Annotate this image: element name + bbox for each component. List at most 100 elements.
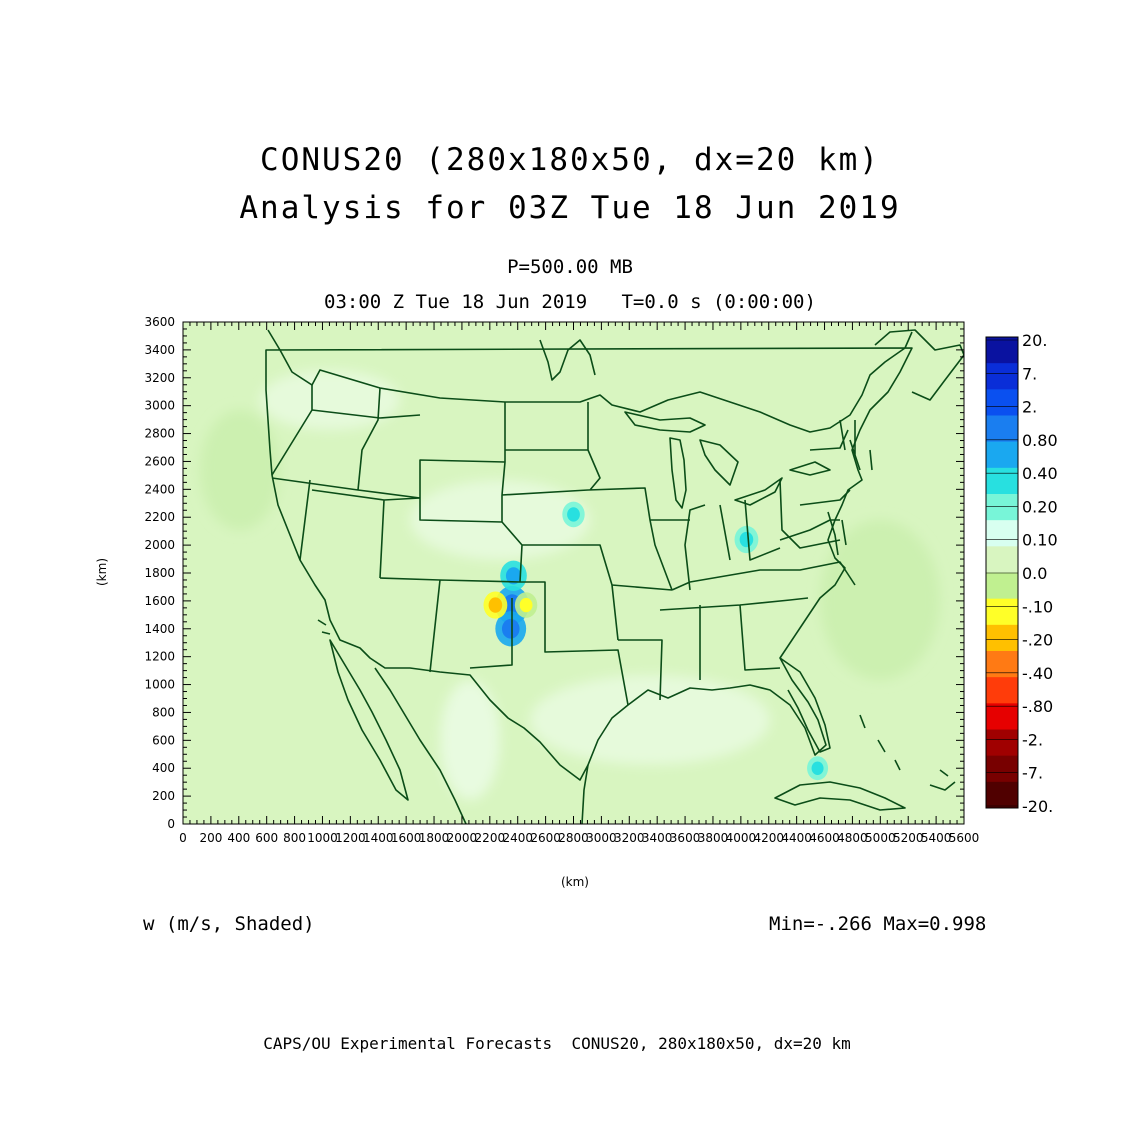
channel-islands	[317, 619, 331, 635]
colorbar-swatch	[986, 467, 1018, 495]
colorbar-label: -.20	[1022, 631, 1053, 650]
y-tick-label: 1400	[144, 622, 175, 636]
x-tick-label: 5600	[949, 831, 980, 845]
y-tick-label: 1200	[144, 650, 175, 664]
updraft-ohio	[734, 525, 759, 554]
y-tick-label: 1000	[144, 678, 175, 692]
y-tick-label: 1800	[144, 566, 175, 580]
updraft-nebraska	[562, 501, 585, 528]
colorbar-label: -.10	[1022, 597, 1053, 616]
colorbar-swatch	[986, 651, 1018, 678]
cuba	[774, 781, 906, 811]
lake-superior	[624, 411, 706, 433]
y-tick-label: 1600	[144, 594, 175, 608]
colorbar: 20. 7. 2. 0.80 0.40 0.20 0.10 0.0 -.10 -.20 -.40 -.…	[985, 331, 1058, 816]
y-tick-label: 2000	[144, 538, 175, 552]
colorbar-label: 20.	[1022, 331, 1047, 350]
colorbar-swatch	[986, 389, 1018, 416]
colorbar-label: 0.0	[1022, 564, 1047, 583]
colorbar-label: -.80	[1022, 697, 1053, 716]
hudson-coast	[539, 339, 596, 381]
y-tick-label: 2800	[144, 427, 175, 441]
colorbar-swatch	[986, 572, 1018, 600]
baja-coast	[329, 639, 409, 801]
x-tick-label: 5000	[865, 831, 896, 845]
colorbar-swatch	[986, 703, 1018, 730]
colorbar-label: 2.	[1022, 398, 1037, 417]
x-tick-label: 4200	[753, 831, 784, 845]
x-tick-label: 0	[179, 831, 187, 845]
x-tick-label: 4800	[837, 831, 868, 845]
colorbar-swatch	[986, 337, 1018, 364]
mexico-coast	[374, 667, 467, 824]
chart-subtitle: Analysis for 03Z Tue 18 Jun 2019	[239, 190, 901, 226]
x-tick-label: 2200	[475, 831, 506, 845]
x-axis: 0 200 400 600 800 100012001400160018002000220…	[179, 322, 979, 845]
downdraft-1	[483, 591, 508, 619]
x-tick-label: 5200	[893, 831, 924, 845]
y-axis-label: (km)	[95, 558, 109, 586]
x-tick-label: 1000	[307, 831, 338, 845]
colorbar-label: 0.20	[1022, 497, 1058, 516]
w-field-shading	[200, 370, 940, 800]
y-tick-label: 2600	[144, 454, 175, 468]
x-tick-label: 5400	[921, 831, 952, 845]
lake-erie	[734, 477, 783, 506]
x-tick-label: 3800	[698, 831, 729, 845]
downdraft-2	[514, 592, 538, 618]
colorbar-swatch	[986, 363, 1018, 390]
x-tick-label: 1200	[335, 831, 366, 845]
min-max-readout: Min=-.266 Max=0.998	[769, 913, 987, 935]
colorbar-label: -2.	[1022, 730, 1043, 749]
x-tick-label: 2800	[558, 831, 589, 845]
canada-east	[874, 329, 964, 401]
updraft-core-2	[495, 611, 527, 647]
x-tick-label: 3200	[614, 831, 645, 845]
y-tick-label: 2200	[144, 510, 175, 524]
x-tick-label: 4600	[809, 831, 840, 845]
variable-label: w (m/s, Shaded)	[143, 913, 315, 935]
florida	[779, 657, 831, 753]
chart-title: CONUS20 (280x180x50, dx=20 km)	[260, 142, 880, 178]
lake-ontario	[789, 461, 831, 476]
colorbar-swatch	[986, 520, 1018, 547]
colorbar-swatch	[986, 415, 1018, 443]
colorbar-swatch	[986, 729, 1018, 757]
bahamas	[859, 714, 901, 771]
updraft-carib	[807, 756, 829, 781]
x-tick-label: 200	[199, 831, 222, 845]
y-axis: 0 200 400 600 800 1000 1200 1400 1600 1800 2000 220…	[144, 315, 964, 831]
w-features	[483, 501, 829, 781]
x-axis-label: (km)	[561, 875, 589, 889]
colorbar-label: -20.	[1022, 797, 1053, 816]
y-tick-label: 600	[152, 733, 175, 747]
antilles	[929, 769, 956, 791]
y-tick-label: 400	[152, 761, 175, 775]
x-tick-label: 400	[227, 831, 250, 845]
y-tick-label: 800	[152, 705, 175, 719]
map-boundaries	[265, 329, 964, 824]
x-tick-label: 600	[255, 831, 278, 845]
colorbar-swatch	[986, 494, 1018, 521]
state-lines	[271, 385, 873, 706]
colorbar-swatch	[986, 441, 1018, 469]
colorbar-swatch	[986, 624, 1018, 652]
colorbar-label: -.40	[1022, 664, 1053, 683]
updraft-core-3	[500, 560, 527, 591]
x-tick-label: 4000	[726, 831, 757, 845]
x-tick-label: 1400	[363, 831, 394, 845]
y-tick-label: 0	[167, 817, 175, 831]
y-tick-label: 200	[152, 789, 175, 803]
colorbar-label: 7.	[1022, 364, 1037, 383]
colorbar-swatch	[986, 781, 1018, 809]
x-tick-label: 1800	[419, 831, 450, 845]
y-tick-label: 3000	[144, 399, 175, 413]
colorbar-frame	[985, 336, 1019, 809]
colorbar-label: 0.10	[1022, 531, 1058, 550]
x-tick-label: 3400	[642, 831, 673, 845]
colorbar-swatch	[986, 546, 1018, 573]
colorbar-label: 0.80	[1022, 431, 1058, 450]
y-tick-label: 3200	[144, 371, 175, 385]
lake-michigan	[669, 437, 687, 509]
